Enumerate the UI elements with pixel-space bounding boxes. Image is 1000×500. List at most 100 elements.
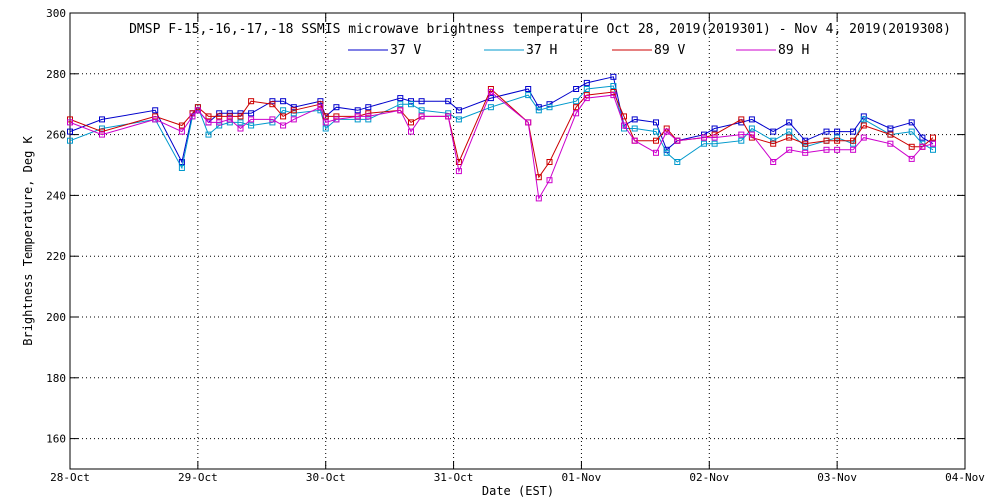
y-tick-label: 260 — [46, 129, 66, 142]
y-tick-label: 280 — [46, 68, 66, 81]
legend-label: 37 H — [526, 43, 557, 58]
data-point — [823, 128, 830, 135]
data-point — [610, 73, 617, 80]
data-point — [397, 101, 404, 108]
data-point — [280, 113, 287, 120]
data-point — [418, 113, 425, 120]
data-point — [290, 116, 297, 123]
data-point — [546, 159, 553, 165]
data-point — [152, 116, 159, 123]
x-tick-label: 02-Nov — [689, 471, 729, 484]
data-point — [653, 137, 659, 144]
data-point — [216, 119, 223, 126]
x-tick-label: 04-Nov — [945, 471, 985, 484]
data-point — [280, 122, 287, 129]
data-point — [850, 137, 857, 144]
x-axis-ticks: 28-Oct 29-Oct 30-Oct 31-Oct 01-Nov 02-Nov 03-N… — [50, 13, 985, 484]
data-point — [525, 92, 532, 99]
data-point — [610, 83, 617, 89]
data-point — [653, 119, 659, 126]
data-point — [919, 143, 926, 150]
data-point — [908, 128, 915, 135]
data-point — [802, 140, 809, 147]
data-point — [930, 134, 936, 141]
data-point — [786, 128, 793, 135]
data-point — [205, 119, 212, 126]
data-point — [354, 107, 361, 114]
data-point — [99, 125, 105, 132]
data-point — [99, 116, 105, 123]
data-point — [280, 98, 287, 105]
data-point — [455, 168, 462, 175]
data-point — [248, 116, 255, 123]
data-point — [583, 79, 590, 86]
data-point — [674, 159, 681, 165]
data-point — [701, 140, 707, 147]
data-point — [455, 159, 462, 165]
data-point — [573, 110, 580, 117]
x-tick-label: 01-Nov — [562, 471, 602, 484]
data-point — [365, 113, 372, 120]
y-axis-title: Brightness Temperature, Deg K — [21, 135, 35, 345]
data-point — [205, 113, 212, 120]
data-point — [583, 95, 590, 102]
data-point — [834, 128, 841, 135]
data-point — [322, 119, 329, 126]
data-point — [887, 125, 894, 132]
data-point — [908, 143, 915, 150]
plot-area — [69, 12, 966, 470]
data-point — [930, 146, 936, 153]
data-point — [860, 134, 867, 141]
data-point — [631, 116, 638, 123]
data-point — [573, 98, 580, 105]
data-point — [487, 104, 494, 111]
data-point — [546, 104, 553, 111]
legend-label: 37 V — [390, 43, 421, 58]
grid-lines — [70, 13, 965, 469]
series-line-89h — [69, 91, 934, 200]
data-point — [408, 128, 414, 135]
data-point — [237, 119, 244, 126]
data-point — [748, 131, 755, 138]
data-point — [189, 113, 196, 120]
data-point — [67, 137, 73, 144]
data-point — [770, 159, 777, 165]
data-point — [711, 140, 718, 147]
data-point — [860, 116, 867, 123]
data-point — [365, 104, 372, 111]
data-point — [583, 86, 590, 92]
data-point — [280, 107, 287, 114]
data-point — [226, 110, 233, 117]
data-point — [216, 113, 223, 120]
data-point — [248, 122, 255, 129]
data-point — [573, 104, 580, 111]
data-point — [248, 110, 255, 117]
data-point — [823, 146, 830, 153]
x-tick-label: 30-Oct — [306, 471, 346, 484]
data-point — [802, 149, 809, 156]
data-point — [445, 113, 452, 120]
data-point — [194, 107, 201, 114]
x-tick-label: 31-Oct — [434, 471, 474, 484]
data-point — [178, 165, 185, 171]
data-point — [99, 131, 105, 138]
data-point — [834, 146, 841, 153]
data-point — [653, 128, 659, 135]
data-point — [621, 113, 627, 120]
data-point — [738, 137, 745, 144]
data-point — [748, 116, 755, 123]
data-point — [365, 110, 372, 117]
data-point — [67, 128, 73, 135]
data-point — [290, 104, 297, 111]
data-point — [354, 113, 361, 120]
data-point — [850, 128, 857, 135]
data-point — [802, 143, 809, 150]
data-point — [653, 149, 659, 156]
y-tick-label: 300 — [46, 7, 66, 20]
data-point — [919, 134, 926, 141]
data-point — [631, 137, 638, 144]
legend: 37 V 37 H 89 V 89 H — [348, 43, 809, 58]
series-line-37v — [69, 76, 934, 164]
data-point — [546, 177, 553, 184]
data-point — [525, 86, 532, 92]
